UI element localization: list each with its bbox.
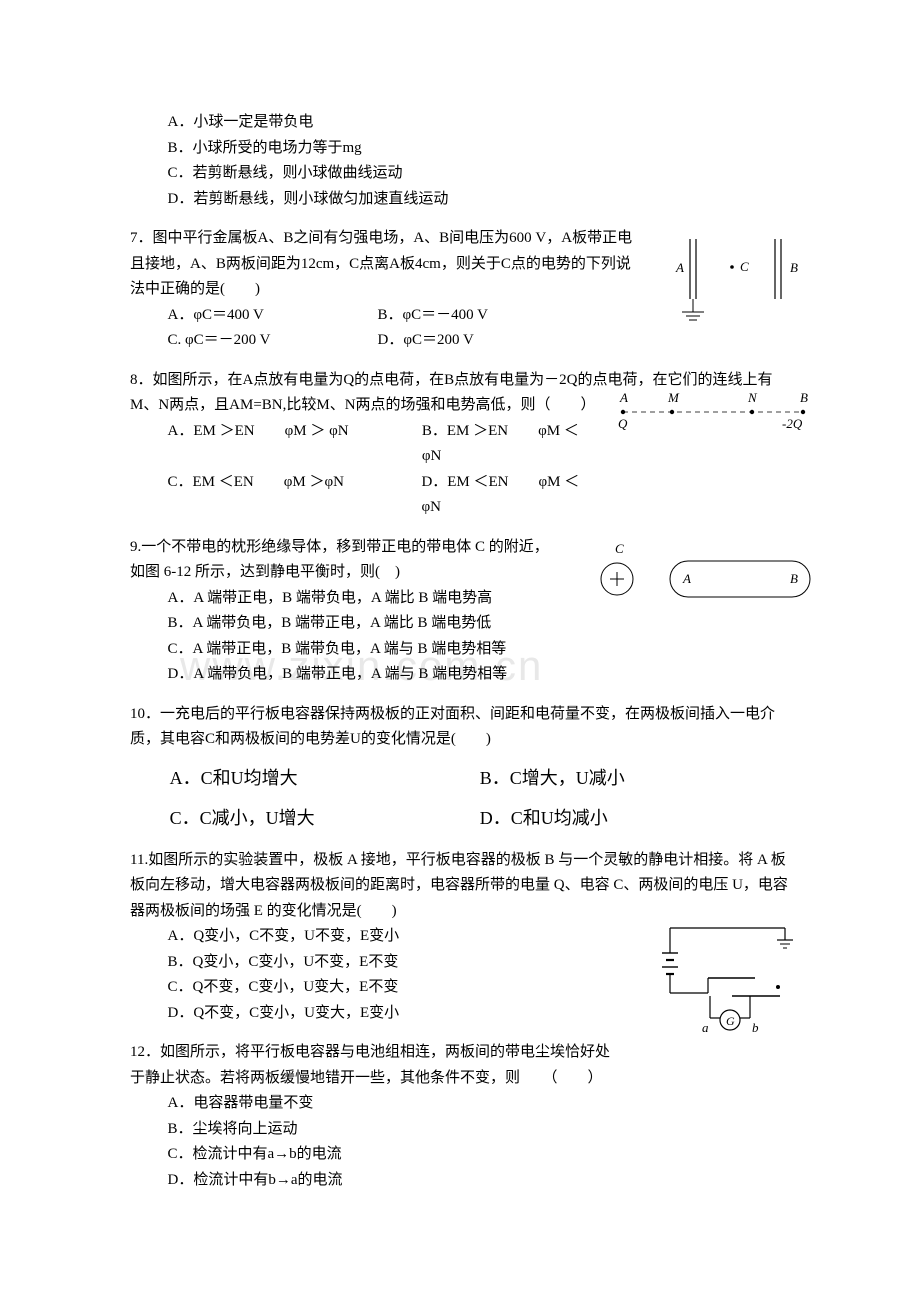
q7-option-d: D．φC＝200 V [378,328,474,354]
svg-text:A: A [619,390,628,405]
q12-option-a: A．电容器带电量不变 [130,1091,790,1117]
q9-figure: C A B [595,541,820,603]
q6-option-d: D．若剪断悬线，则小球做匀加速直线运动 [130,187,790,213]
q11-figure: G a b [650,918,800,1038]
q9-option-d: D．A 端带负电，B 端带正电，A 端与 B 端电势相等 [130,662,790,688]
q10-options: A．C和U均增大 B．C增大，U减小 C．C减小，U增大 D．C和U均减小 [130,763,790,834]
q12: 12．如图所示，将平行板电容器与电池组相连，两板间的带电尘埃恰好处于静止状态。若… [130,1040,790,1193]
q10: 10．一充电后的平行板电容器保持两极板的正对面积、间距和电荷量不变，在两极板间插… [130,702,790,834]
svg-text:Q: Q [618,416,628,431]
q11-option-d: D．Q不变，C变小，U变大，E变小 [130,1001,620,1027]
q9-option-b: B．A 端带负电，B 端带正电，A 端比 B 端电势低 [130,611,790,637]
q11-option-c: C．Q不变，C变小，U变大，E不变 [130,975,620,1001]
q8-option-d: D．EM ＜EN φM ＜ φN [421,470,580,521]
svg-text:B: B [800,390,808,405]
q7-option-b: B．φC＝－400 V [378,303,488,329]
svg-text:M: M [667,390,680,405]
svg-text:C: C [615,541,624,556]
svg-text:-2Q: -2Q [782,416,803,431]
q11-stem: 11.如图所示的实验装置中，极板 A 接地，平行板电容器的极板 B 与一个灵敏的… [130,848,790,925]
q7-option-c: C. φC＝－200 V [168,328,378,354]
q6-option-b: B．小球所受的电场力等于mg [130,136,790,162]
q9-option-c: C．A 端带正电，B 端带负电，A 端与 B 端电势相等 [130,637,790,663]
q7-figure: C A B [670,234,810,329]
q7-fig-a-label: A [675,260,684,275]
q10-option-a: A．C和U均增大 [170,763,480,794]
q12-stem: 12．如图所示，将平行板电容器与电池组相连，两板间的带电尘埃恰好处于静止状态。若… [130,1040,790,1091]
svg-text:G: G [726,1014,735,1028]
q11-option-a: A．Q变小，C不变，U不变，E变小 [130,924,620,950]
q11: 11.如图所示的实验装置中，极板 A 接地，平行板电容器的极板 B 与一个灵敏的… [130,848,790,1027]
q7-fig-c-label: C [740,259,749,274]
svg-text:N: N [747,390,758,405]
q7: 7．图中平行金属板A、B之间有匀强电场，A、B间电压为600 V，A板带正电且接… [130,226,790,354]
q7-fig-b-label: B [790,260,798,275]
q6-option-c: C．若剪断悬线，则小球做曲线运动 [130,161,790,187]
svg-text:A: A [682,571,691,586]
q11-option-b: B．Q变小，C变小，U不变，E不变 [130,950,620,976]
q10-option-c: C．C减小，U增大 [170,803,480,834]
q8-option-c: C．EM ＜EN φM ＞φN [168,470,422,521]
svg-text:B: B [790,571,798,586]
q8-figure: A M N B Q -2Q [610,390,820,438]
svg-text:a: a [702,1020,709,1035]
q7-options-row2: C. φC＝－200 V D．φC＝200 V [130,328,790,354]
q12-option-c: C．检流计中有a→b的电流 [130,1142,790,1168]
svg-text:b: b [752,1020,759,1035]
q10-stem: 10．一充电后的平行板电容器保持两极板的正对面积、间距和电荷量不变，在两极板间插… [130,702,790,753]
q7-option-a: A．φC＝400 V [168,303,378,329]
q8-option-b: B．EM ＞EN φM ＜ φN [422,419,580,470]
q12-option-d: D．检流计中有b→a的电流 [130,1168,790,1194]
q10-option-d: D．C和U均减小 [480,803,790,834]
q9: 9.一个不带电的枕形绝缘导体，移到带正电的带电体 C 的附近， 如图 6-12 … [130,535,790,688]
page-content: A．小球一定是带负电 B．小球所受的电场力等于mg C．若剪断悬线，则小球做曲线… [130,110,790,1193]
q8-option-a: A．EM ＞EN φM ＞ φN [168,419,422,470]
q12-option-b: B．尘埃将向上运动 [130,1117,790,1143]
q6-option-a: A．小球一定是带负电 [130,110,790,136]
q10-option-b: B．C增大，U减小 [480,763,790,794]
q6-options: A．小球一定是带负电 B．小球所受的电场力等于mg C．若剪断悬线，则小球做曲线… [130,110,790,212]
q8: 8．如图所示，在A点放有电量为Q的点电荷，在B点放有电量为－2Q的点电荷，在它们… [130,368,790,521]
